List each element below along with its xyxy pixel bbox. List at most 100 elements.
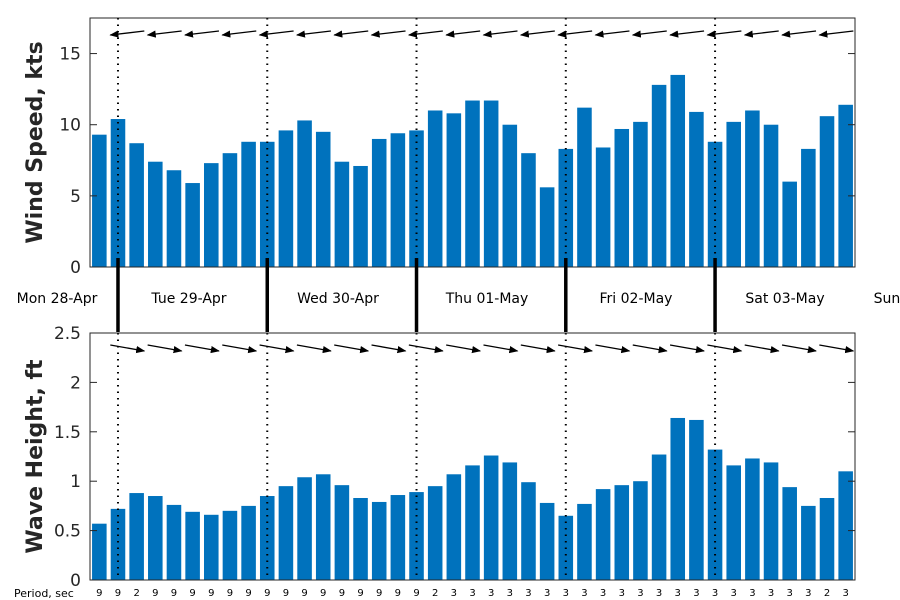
- bar: [427, 486, 443, 580]
- period-value: 3: [675, 588, 681, 599]
- bar: [241, 505, 256, 580]
- bar: [390, 133, 406, 267]
- axes-frame: [89, 17, 856, 268]
- bar: [241, 141, 256, 267]
- bar: [521, 153, 536, 267]
- bar: [166, 170, 182, 267]
- bar: [614, 485, 630, 580]
- bar: [670, 417, 686, 580]
- direction-arrow: [221, 30, 257, 38]
- bar: [689, 419, 704, 580]
- y-tick-label: 0: [70, 258, 81, 278]
- period-value: 3: [488, 588, 494, 599]
- bar: [670, 74, 686, 268]
- y-tick-label: 5: [70, 187, 81, 207]
- direction-arrow: [296, 30, 331, 38]
- bar: [297, 120, 312, 268]
- bar: [577, 107, 592, 267]
- bar: [819, 116, 835, 267]
- period-value: 3: [619, 588, 625, 599]
- direction-arrow: [334, 344, 370, 354]
- direction-arrow: [370, 30, 406, 38]
- bar: [334, 161, 350, 267]
- period-value: 9: [357, 588, 363, 599]
- bar: [446, 113, 462, 268]
- bar: [801, 148, 816, 267]
- bar: [222, 510, 238, 580]
- bar: [801, 505, 816, 580]
- bar: [92, 134, 107, 267]
- day-label: Tue 29-Apr: [150, 291, 226, 307]
- period-value: 3: [507, 588, 513, 599]
- bar: [651, 454, 667, 580]
- direction-arrow: [707, 344, 743, 354]
- direction-arrow: [407, 30, 443, 38]
- day-label: Wed 30-Apr: [297, 291, 379, 307]
- direction-arrow: [445, 30, 481, 38]
- direction-arrow: [819, 344, 855, 354]
- direction-arrow: [781, 344, 817, 354]
- direction-arrow: [147, 344, 183, 354]
- wind-speed-panel: 0 5 10 15 Wind Speed, kts: [23, 17, 856, 278]
- period-value: 9: [208, 588, 214, 599]
- direction-arrow: [184, 344, 220, 354]
- bar: [745, 458, 760, 580]
- period-value: 3: [731, 588, 737, 599]
- direction-arrow: [669, 30, 705, 38]
- y-tick-label: 2.5: [54, 324, 81, 344]
- bar: [782, 181, 797, 267]
- direction-arrow: [632, 344, 668, 354]
- bar: [148, 496, 163, 580]
- direction-arrow: [557, 30, 593, 38]
- direction-arrow: [706, 30, 742, 38]
- period-value: 9: [376, 588, 382, 599]
- direction-arrow: [109, 30, 145, 38]
- period-value: 3: [656, 588, 662, 599]
- direction-arrow: [146, 30, 182, 38]
- day-label: Thu 01-May: [445, 291, 529, 307]
- period-value: 3: [469, 588, 475, 599]
- bar: [446, 474, 462, 580]
- bar: [166, 504, 182, 580]
- direction-arrow: [258, 30, 294, 38]
- bar: [838, 104, 853, 268]
- bar: [278, 130, 294, 267]
- period-value: 9: [301, 588, 307, 599]
- period-value: 2: [432, 588, 438, 599]
- bar: [409, 492, 424, 580]
- period-value: 3: [749, 588, 755, 599]
- bar: [521, 482, 536, 580]
- bar: [633, 121, 648, 268]
- direction-arrow: [184, 30, 220, 38]
- direction-arrow: [483, 344, 519, 354]
- day-label-band: Mon 28-Apr Tue 29-Apr Wed 30-Apr Thu 01-May…: [17, 258, 900, 332]
- bar: [353, 497, 368, 580]
- bar: [539, 502, 555, 580]
- bar: [185, 183, 200, 267]
- direction-arrow: [222, 344, 258, 354]
- bar: [595, 147, 611, 267]
- bar: [390, 495, 406, 580]
- bar: [427, 110, 443, 267]
- y-tick-label: 2: [70, 373, 81, 393]
- bar: [539, 187, 555, 267]
- direction-arrow: [371, 344, 407, 354]
- direction-arrow: [259, 344, 295, 354]
- period-value: 2: [824, 588, 830, 599]
- bar: [633, 481, 648, 580]
- bar: [315, 474, 331, 580]
- bar: [838, 471, 853, 580]
- bar: [502, 124, 518, 267]
- direction-arrow: [110, 344, 146, 354]
- day-label: Sat 03-May: [745, 291, 824, 307]
- bar: [409, 130, 424, 267]
- period-value: 3: [842, 588, 848, 599]
- bar: [371, 138, 387, 267]
- period-value: 3: [787, 588, 793, 599]
- bar: [651, 84, 667, 267]
- bar: [371, 501, 387, 580]
- direction-arrow: [631, 30, 667, 38]
- bar: [315, 131, 331, 267]
- direction-arrow: [296, 344, 332, 354]
- period-value: 9: [283, 588, 289, 599]
